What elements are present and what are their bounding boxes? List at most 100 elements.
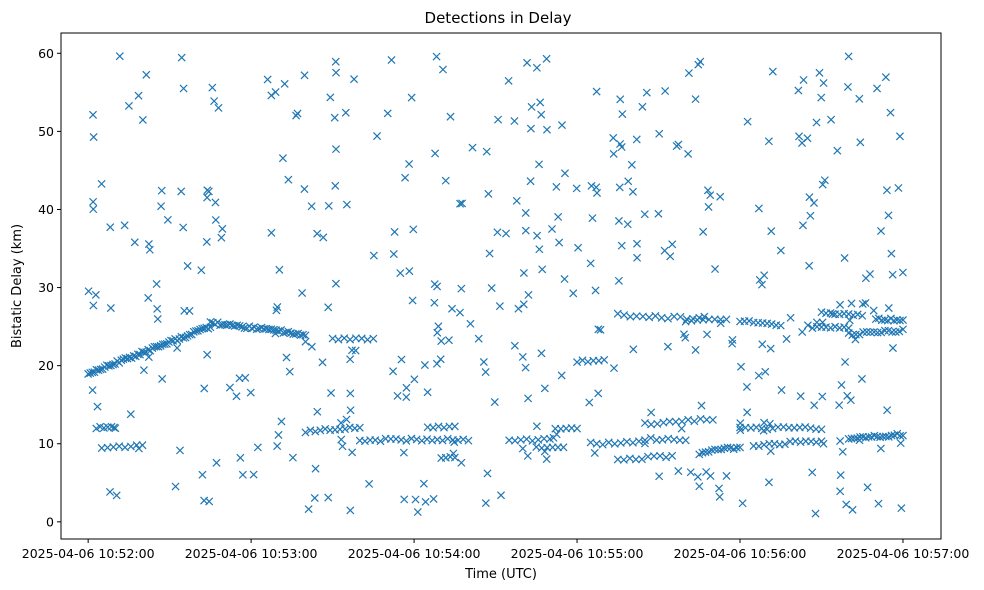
data-point <box>732 443 741 452</box>
data-point <box>154 342 163 351</box>
data-point <box>707 446 716 455</box>
data-point <box>609 149 618 158</box>
data-point <box>285 367 294 376</box>
data-point <box>459 435 468 444</box>
data-point <box>819 439 828 448</box>
data-point <box>139 366 148 375</box>
data-point <box>809 198 819 207</box>
data-point <box>855 94 864 103</box>
data-point <box>862 327 871 336</box>
data-point <box>504 76 513 85</box>
data-point <box>211 215 220 224</box>
data-point <box>700 312 709 321</box>
data-point <box>847 299 856 308</box>
data-point <box>225 320 234 329</box>
data-point <box>490 398 499 407</box>
data-point <box>722 315 731 324</box>
data-point <box>273 442 282 451</box>
data-point <box>210 97 219 106</box>
data-point <box>640 419 649 428</box>
data-point <box>443 434 452 443</box>
data-point <box>828 309 837 318</box>
data-point <box>347 346 356 355</box>
data-point <box>888 270 897 279</box>
data-point <box>695 482 704 491</box>
data-point <box>895 327 904 336</box>
data-point <box>217 233 226 242</box>
data-point <box>674 467 683 476</box>
data-point <box>714 445 723 454</box>
data-point <box>274 430 283 439</box>
data-point <box>429 423 438 432</box>
data-point <box>144 345 153 354</box>
plot-area <box>60 32 942 540</box>
data-point <box>627 160 636 169</box>
data-point <box>337 418 346 427</box>
data-point <box>743 117 752 126</box>
data-point <box>876 444 885 453</box>
data-point <box>334 335 343 344</box>
data-point <box>840 253 849 263</box>
data-point <box>405 159 414 169</box>
data-point <box>655 472 664 481</box>
data-point <box>848 505 857 514</box>
data-point <box>300 71 309 80</box>
data-point <box>324 493 333 502</box>
data-point <box>796 392 805 401</box>
data-point <box>405 267 414 276</box>
data-point <box>106 361 115 370</box>
data-point <box>701 448 710 457</box>
data-point <box>869 306 878 315</box>
data-point <box>818 180 827 189</box>
data-point <box>554 212 563 221</box>
data-point <box>656 451 665 460</box>
data-point <box>670 312 679 321</box>
data-point <box>133 350 142 359</box>
data-point <box>331 279 340 288</box>
data-point <box>857 374 866 383</box>
data-point <box>526 177 535 186</box>
data-point <box>238 470 247 479</box>
data-point <box>728 335 737 344</box>
data-point <box>241 373 250 382</box>
data-point <box>383 109 392 118</box>
data-point <box>327 388 336 398</box>
data-point <box>495 302 504 311</box>
data-point <box>313 229 322 238</box>
data-point <box>202 237 211 246</box>
data-point <box>197 266 206 275</box>
data-point <box>616 95 625 104</box>
data-point <box>494 115 503 124</box>
data-point <box>702 415 711 424</box>
data-point <box>542 125 552 134</box>
data-point <box>861 274 870 283</box>
data-point <box>397 355 406 364</box>
data-point <box>623 220 632 229</box>
data-point <box>776 246 785 255</box>
data-point <box>616 438 625 448</box>
data-point <box>450 438 459 447</box>
data-point <box>760 440 769 449</box>
data-point <box>236 453 245 462</box>
data-point <box>331 68 341 77</box>
data-point <box>410 375 419 384</box>
data-point <box>898 325 907 334</box>
data-point <box>402 393 411 402</box>
data-point <box>873 328 882 337</box>
data-point <box>134 444 143 453</box>
data-point <box>409 225 418 234</box>
data-point <box>808 468 817 477</box>
data-point <box>318 358 327 367</box>
data-point <box>743 408 752 417</box>
data-point <box>677 417 687 426</box>
data-point <box>138 115 147 124</box>
data-point <box>152 279 161 289</box>
data-point <box>438 65 447 74</box>
x-tick-label: 2025-04-06 10:53:00 <box>185 546 318 561</box>
data-point <box>780 440 789 449</box>
data-point <box>880 326 889 335</box>
data-point <box>614 276 623 285</box>
data-point <box>686 468 695 477</box>
data-point <box>820 176 829 185</box>
data-point <box>84 369 93 378</box>
